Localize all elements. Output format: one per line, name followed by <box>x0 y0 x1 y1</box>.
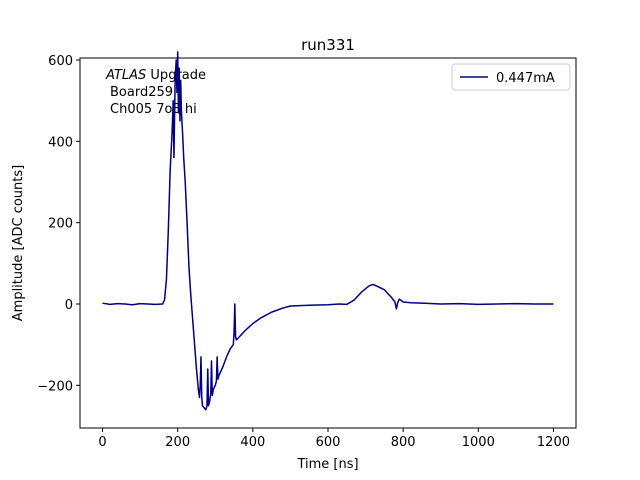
legend-box <box>451 63 571 91</box>
y-tick-label: 200 <box>48 217 73 232</box>
x-tick-label: 400 <box>240 435 265 450</box>
x-tick-label: 200 <box>165 435 190 450</box>
annotation: Board259 <box>110 85 173 100</box>
x-tick-label: 800 <box>391 435 416 450</box>
legend-label: 0.447mA <box>496 71 555 86</box>
y-tick-label: −200 <box>37 379 73 394</box>
x-tick-label: 1200 <box>537 435 570 450</box>
x-tick-label: 0 <box>98 435 106 450</box>
y-axis-label: Amplitude [ADC counts] <box>11 165 26 321</box>
annotation: ATLAS Upgrade <box>105 68 206 83</box>
y-tick-label: 400 <box>48 135 73 150</box>
plot-frame <box>79 57 577 429</box>
annotation: Ch005 7o8 hi <box>110 102 197 117</box>
x-axis-label: Time [ns] <box>296 457 358 472</box>
x-tick-label: 1000 <box>462 435 495 450</box>
data-line <box>102 51 554 411</box>
y-tick-label: 600 <box>48 54 73 69</box>
x-tick-label: 600 <box>316 435 341 450</box>
y-tick-label: 0 <box>65 298 73 313</box>
annotation-atlas: ATLAS <box>105 68 146 83</box>
chart-title: run331 <box>301 36 355 54</box>
